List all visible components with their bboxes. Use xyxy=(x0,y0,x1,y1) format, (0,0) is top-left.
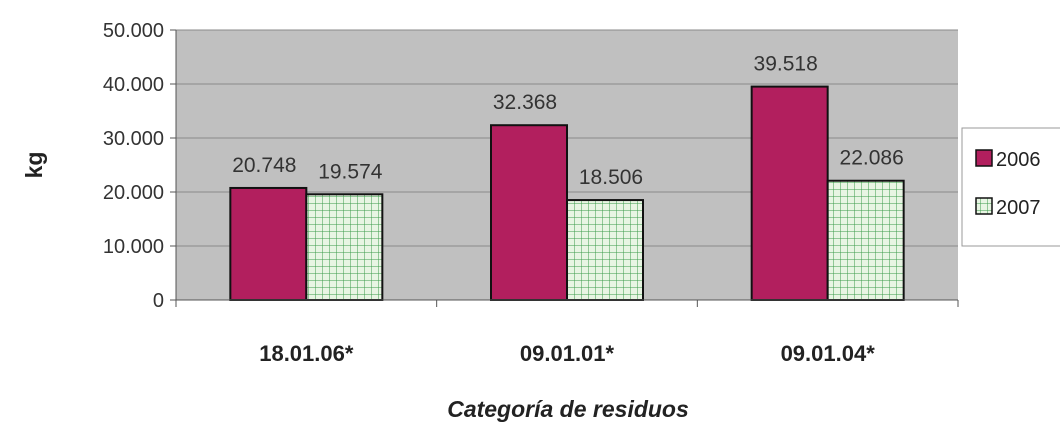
bar-2007-0 xyxy=(305,193,384,301)
x-tick-label: 18.01.06* xyxy=(259,341,354,366)
bar-2006-0 xyxy=(229,186,308,301)
legend-frame xyxy=(961,127,1060,247)
y-tick-label: 0 xyxy=(153,290,164,312)
y-tick-label: 10.000 xyxy=(103,236,164,258)
x-axis: 18.01.06* 09.01.01* 09.01.04* xyxy=(175,299,959,366)
data-label: 32.368 xyxy=(493,91,557,114)
y-tick-label: 30.000 xyxy=(103,128,164,150)
x-axis-label: Categoría de residuos xyxy=(447,396,689,422)
bar-2007-1 xyxy=(566,199,644,301)
bar-2007-2 xyxy=(826,179,905,301)
data-label: 18.506 xyxy=(579,166,643,189)
legend-swatch-2006 xyxy=(975,149,993,167)
legend-label-2007: 2007 xyxy=(996,197,1041,219)
x-tick-label: 09.01.04* xyxy=(781,341,876,366)
y-tick-label: 50.000 xyxy=(103,20,164,42)
y-axis-label: kg xyxy=(21,152,47,179)
bar-2006-2 xyxy=(750,85,829,301)
bar-2006-1 xyxy=(490,124,568,301)
data-label: 39.518 xyxy=(754,53,818,76)
x-tick-label: 09.01.01* xyxy=(520,341,615,366)
data-label: 22.086 xyxy=(840,147,904,170)
data-label: 19.574 xyxy=(318,160,383,183)
bars: 20.748 19.574 32.368 18.506 39.518 22.086 xyxy=(229,53,905,301)
y-tick-label: 20.000 xyxy=(103,182,164,204)
legend-swatch-2007 xyxy=(975,197,993,215)
y-tick-label: 40.000 xyxy=(103,74,164,96)
data-label: 20.748 xyxy=(232,154,296,177)
legend-label-2006: 2006 xyxy=(996,149,1041,171)
legend: 2006 2007 xyxy=(961,127,1060,247)
y-axis: 0 10.000 20.000 30.000 40.000 50.000 xyxy=(103,20,177,312)
